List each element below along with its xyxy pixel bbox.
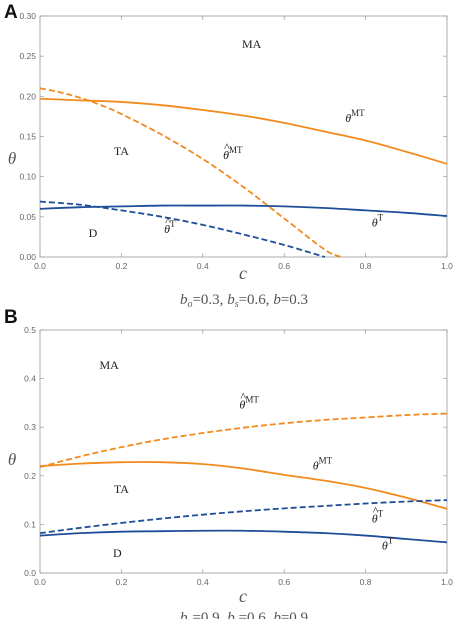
chart-panel-a: A 0.0 0.2 0.4 0.6 0.8 1.0 0.00 0.05 0.10 0.15 0.20… — [0, 0, 457, 314]
caption-part: =0.6, — [239, 610, 274, 619]
parameter-caption: bo=0.9, bs=0.6, b=0.9 — [180, 610, 308, 619]
y-axis-label: θ — [8, 450, 16, 469]
x-tick-label: 0.0 — [34, 261, 46, 271]
curve-label: θT — [164, 219, 176, 236]
caption-part: b — [180, 610, 188, 619]
curve-label: θMT — [223, 145, 243, 162]
y-tick-label: 0.20 — [19, 91, 36, 101]
y-tick-label: 0.1 — [24, 519, 36, 529]
caption-part: =0.3 — [281, 292, 308, 308]
curve-label: θT — [382, 536, 394, 553]
series-line — [39, 87, 342, 258]
series-line — [39, 499, 448, 535]
region-label: TA — [114, 482, 129, 496]
region-label: D — [89, 226, 98, 240]
hat-mark: ^ — [373, 503, 379, 517]
region-label: D — [113, 546, 122, 560]
x-tick-label: 1.0 — [441, 261, 453, 271]
curve-label: θT — [372, 508, 384, 525]
x-tick-label: 0.6 — [278, 577, 290, 587]
axis-ticks: 0.0 0.2 0.4 0.6 0.8 1.0 0.0 0.1 0.2 0.3 0.4 0.5 — [24, 325, 453, 587]
region-labels: MA TA D — [89, 37, 262, 240]
caption-part: =0.9 — [281, 610, 308, 619]
series-line — [39, 97, 448, 165]
y-tick-label: 0.30 — [19, 11, 36, 21]
x-tick-label: 0.4 — [197, 577, 209, 587]
caption-part: =0.9, — [192, 610, 227, 619]
caption-part: b — [273, 610, 281, 619]
curve-label: θMT — [239, 395, 259, 412]
hat-mark: ^ — [240, 390, 246, 404]
series-line — [39, 412, 448, 468]
caption-part: o — [187, 299, 192, 310]
series-line — [39, 461, 448, 510]
y-tick-label: 0.2 — [24, 471, 36, 481]
y-tick-label: 0.3 — [24, 422, 36, 432]
region-label: MA — [242, 37, 262, 51]
region-labels: MA TA D — [100, 358, 130, 560]
y-tick-label: 0.5 — [24, 325, 36, 335]
plot-frame — [39, 15, 448, 258]
x-tick-label: 0.4 — [197, 261, 209, 271]
chart-panel-b: B 0.0 0.2 0.4 0.6 0.8 1.0 0.0 0.1 0.2 0.3 0.4 0.5 θ… — [0, 305, 457, 619]
y-tick-label: 0.05 — [19, 212, 36, 222]
y-tick-label: 0.4 — [24, 374, 36, 384]
series-line — [39, 529, 448, 544]
curve-label: θMT — [345, 108, 365, 125]
x-tick-label: 0.2 — [115, 261, 127, 271]
region-label: TA — [114, 144, 129, 158]
series-line — [39, 200, 326, 258]
plot-frame-rect — [39, 329, 448, 574]
caption-part: b — [273, 292, 281, 308]
curve-label: θT — [372, 212, 384, 229]
y-tick-label: 0.10 — [19, 172, 36, 182]
x-tick-label: 0.0 — [34, 577, 46, 587]
series-line — [39, 204, 448, 217]
panel-label: B — [4, 307, 18, 328]
x-axis-label: c — [239, 263, 247, 283]
series-group — [39, 412, 448, 544]
caption-part: b — [227, 610, 235, 619]
chart-a-svg: A 0.0 0.2 0.4 0.6 0.8 1.0 0.00 0.05 0.10 0.15 0.20… — [4, 2, 453, 310]
parameter-caption: bo=0.3, bs=0.6, b=0.3 — [180, 292, 308, 310]
hat-mark: ^ — [165, 214, 171, 228]
y-axis-label: θ — [8, 149, 16, 168]
caption-part: b — [180, 292, 188, 308]
region-label: MA — [100, 358, 120, 372]
curve-label: θMT — [313, 455, 333, 472]
y-tick-label: 0.00 — [19, 252, 36, 262]
caption-part: =0.3, — [192, 292, 227, 308]
x-tick-label: 0.8 — [360, 261, 372, 271]
panel-label: A — [4, 2, 18, 23]
y-tick-label: 0.15 — [19, 132, 36, 142]
x-axis-label: c — [239, 586, 247, 606]
axis-ticks: 0.0 0.2 0.4 0.6 0.8 1.0 0.00 0.05 0.10 0.15 0.20 0.… — [19, 11, 453, 271]
x-tick-label: 0.2 — [115, 577, 127, 587]
chart-b-svg: B 0.0 0.2 0.4 0.6 0.8 1.0 0.0 0.1 0.2 0.3 0.4 0.5 θ… — [4, 307, 453, 619]
caption-part: s — [235, 299, 239, 310]
x-tick-label: 0.8 — [360, 577, 372, 587]
caption-part: o — [187, 617, 192, 619]
hat-mark: ^ — [224, 140, 230, 154]
series-group — [39, 87, 448, 258]
y-tick-label: 0.0 — [24, 568, 36, 578]
x-tick-label: 0.6 — [278, 261, 290, 271]
plot-frame — [39, 329, 448, 574]
caption-part: s — [235, 617, 239, 619]
plot-frame-rect — [39, 15, 448, 258]
x-tick-label: 1.0 — [441, 577, 453, 587]
caption-part: b — [227, 292, 235, 308]
caption-part: =0.6, — [239, 292, 274, 308]
y-tick-label: 0.25 — [19, 51, 36, 61]
